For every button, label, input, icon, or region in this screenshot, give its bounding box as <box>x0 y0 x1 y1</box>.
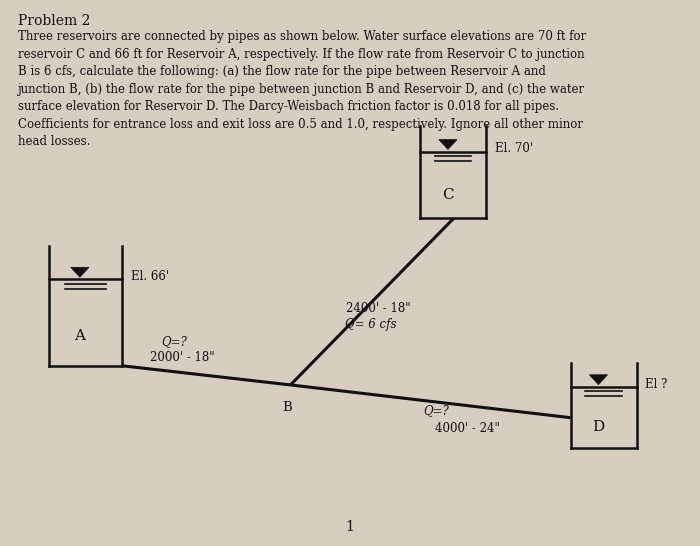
Polygon shape <box>71 268 89 277</box>
Text: Problem 2: Problem 2 <box>18 14 90 28</box>
Text: El. 70': El. 70' <box>495 143 533 156</box>
Text: El. 66': El. 66' <box>131 270 169 283</box>
Text: 2000' - 18": 2000' - 18" <box>150 351 215 364</box>
Text: El ?: El ? <box>645 377 668 390</box>
Text: Q= 6 cfs: Q= 6 cfs <box>345 318 397 331</box>
Text: Q=?: Q=? <box>424 404 449 417</box>
Text: B: B <box>282 401 292 414</box>
Text: 2400' - 18": 2400' - 18" <box>346 302 411 315</box>
Text: Q=?: Q=? <box>161 335 187 348</box>
Polygon shape <box>439 140 457 150</box>
Text: 1: 1 <box>346 520 354 534</box>
Text: C: C <box>442 188 454 202</box>
Text: A: A <box>74 329 85 343</box>
Text: 4000' - 24": 4000' - 24" <box>435 422 500 435</box>
Text: D: D <box>592 419 605 434</box>
Text: Three reservoirs are connected by pipes as shown below. Water surface elevations: Three reservoirs are connected by pipes … <box>18 30 586 148</box>
Polygon shape <box>589 375 608 384</box>
